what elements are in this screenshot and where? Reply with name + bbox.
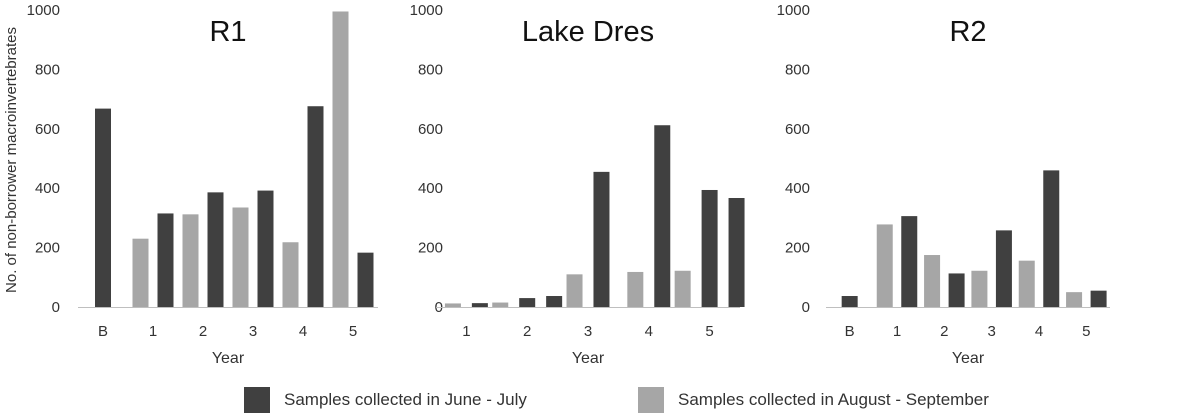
chart-r1: 0 200 400 600 800 1000 B 1 2 3 4 5 Year R1: [27, 2, 378, 367]
bar-june-july-2: [519, 298, 536, 307]
bar-june-july-2: [546, 296, 563, 307]
bar-aug-sep-4: [1018, 260, 1035, 307]
y-tick-label: 800: [35, 61, 60, 78]
x-tick-label: 5: [349, 323, 357, 340]
bar-june-july-3: [995, 230, 1012, 307]
y-tick-label: 600: [785, 121, 810, 138]
y-tick-label: 800: [418, 61, 443, 78]
bar-aug-sep-4: [282, 242, 299, 307]
bar-aug-sep-1: [876, 224, 893, 307]
bar-aug-sep-5: [674, 270, 691, 307]
bar-june-july-5: [728, 198, 745, 307]
y-tick-label: 400: [418, 180, 443, 197]
bar-aug-sep-3: [232, 207, 249, 307]
x-tick-label: B: [845, 323, 855, 340]
y-axis-label: No. of non-borrower macroinvertebrates: [3, 27, 20, 293]
bar-june-july-4: [307, 106, 324, 307]
x-tick-label: 2: [940, 323, 948, 340]
x-tick-label: 1: [893, 323, 901, 340]
x-tick-label: 3: [584, 323, 592, 340]
y-tick-label: 1000: [27, 2, 60, 19]
y-tick-label: 200: [35, 240, 60, 257]
x-axis-label: Year: [212, 350, 245, 367]
bar-aug-sep-1: [444, 303, 461, 307]
bar-aug-sep-3: [566, 274, 583, 307]
bar-june-july-4: [654, 125, 671, 308]
y-tick-label: 400: [785, 180, 810, 197]
x-tick-label: 2: [523, 323, 531, 340]
chart-title: R1: [209, 16, 246, 48]
chart-title: Lake Dres: [522, 16, 654, 48]
x-tick-label: 3: [987, 323, 995, 340]
bar-june-july-2: [207, 192, 224, 307]
bar-june-july-5: [1090, 290, 1107, 307]
bar-aug-sep-2: [182, 214, 199, 307]
chart-canvas: No. of non-borrower macroinvertebrates 0…: [3, 2, 1110, 367]
bar-june-july-1: [471, 303, 488, 307]
bar-june-july-5: [701, 189, 718, 307]
bar-june-july-b: [95, 108, 111, 307]
legend-swatch-june-july: [244, 387, 270, 413]
y-tick-label: 400: [35, 180, 60, 197]
y-tick-label: 1000: [410, 2, 443, 19]
x-tick-label: 4: [645, 323, 653, 340]
bar-june-july-4: [1043, 170, 1060, 307]
y-tick-label: 600: [35, 121, 60, 138]
y-tick-label: 200: [785, 240, 810, 257]
x-axis-label: Year: [572, 350, 605, 367]
bar-june-july-2: [948, 273, 965, 307]
legend-item-june-july: Samples collected in June - July: [244, 383, 527, 417]
bar-june-july-3: [257, 190, 274, 307]
bar-june-july-1: [901, 216, 918, 307]
bar-aug-sep-4: [627, 271, 644, 307]
x-axis-label: Year: [952, 350, 985, 367]
legend-label-aug-sep: Samples collected in August - September: [678, 390, 989, 409]
legend-item-aug-sep: Samples collected in August - September: [638, 383, 989, 417]
x-tick-label: 5: [705, 323, 713, 340]
bar-aug-sep-5: [1066, 292, 1083, 307]
legend-label-june-july: Samples collected in June - July: [284, 390, 527, 409]
bar-aug-sep-2: [924, 255, 941, 307]
bar-aug-sep-5: [332, 11, 349, 308]
x-tick-label: 2: [199, 323, 207, 340]
x-tick-label: 1: [462, 323, 470, 340]
chart-title: R2: [949, 16, 986, 48]
y-tick-label: 0: [52, 299, 60, 316]
y-tick-label: 1000: [777, 2, 810, 19]
bar-june-july-1: [157, 213, 174, 307]
x-tick-label: 4: [299, 323, 307, 340]
x-tick-label: 4: [1035, 323, 1043, 340]
x-tick-label: 3: [249, 323, 257, 340]
x-tick-label: 5: [1082, 323, 1090, 340]
chart-r2: 0 200 400 600 800 1000 B 1 2 3 4 5 Year R2: [777, 2, 1110, 367]
y-tick-label: 600: [418, 121, 443, 138]
x-tick-label: B: [98, 323, 108, 340]
y-tick-label: 200: [418, 240, 443, 257]
bar-aug-sep-2: [492, 302, 509, 307]
bar-aug-sep-1: [132, 238, 149, 307]
bar-june-july-b: [841, 296, 858, 307]
y-tick-label: 0: [802, 299, 810, 316]
y-tick-label: 800: [785, 61, 810, 78]
bar-aug-sep-3: [971, 270, 988, 307]
x-tick-label: 1: [149, 323, 157, 340]
legend-swatch-aug-sep: [638, 387, 664, 413]
bar-june-july-3: [593, 171, 610, 307]
bar-june-july-5: [357, 252, 374, 307]
